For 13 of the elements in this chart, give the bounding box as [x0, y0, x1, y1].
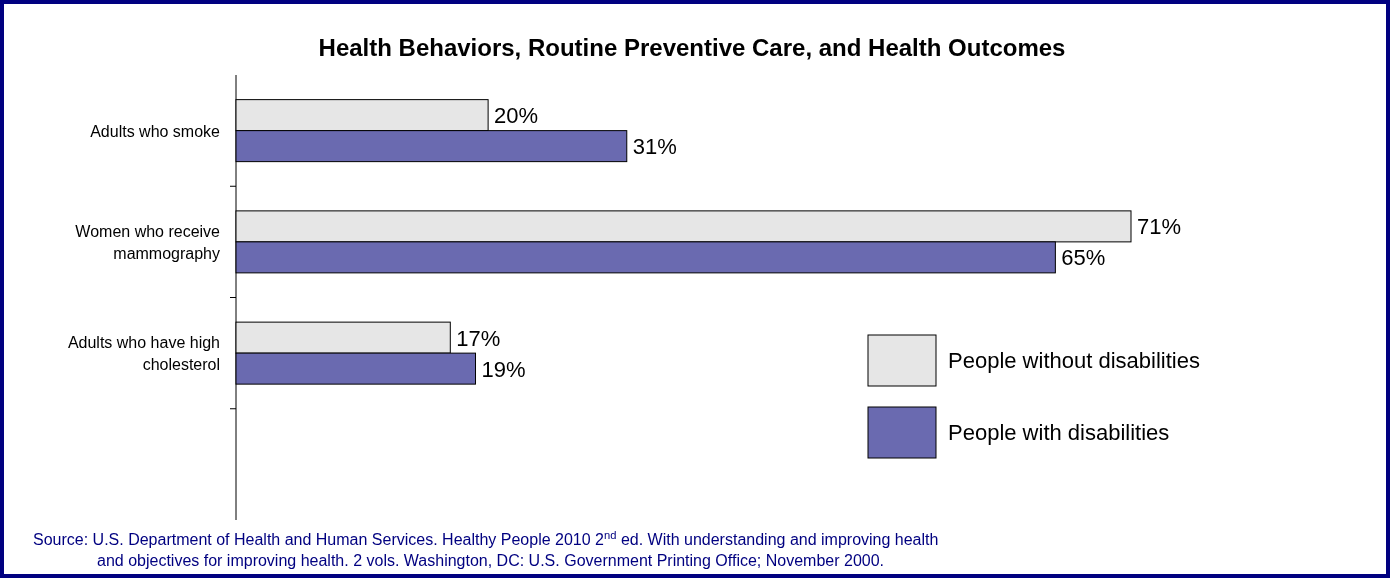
y-tick-label: Adults who have high cholesterol — [67, 334, 220, 374]
chart-title: Health Behaviors, Routine Preventive Care, and Health Outcomes — [318, 34, 1066, 61]
data-label: 31% — [632, 134, 677, 160]
data-label: 65% — [1061, 245, 1106, 271]
y-tick-label: Women who receive mammography — [75, 222, 221, 262]
data-label: 17% — [456, 325, 501, 351]
source-note: Source: U.S. Department of Health and Human Services. Healthy People 2010 2$^{nd}$ ed. With understanding and improving health and objectives for improving health. 2 vols. Washington, DC: U.S. Government Printing Office; November 2000. — [33, 529, 939, 569]
legend-label: People with disabilities — [948, 420, 1170, 445]
data-label: 20% — [494, 103, 539, 129]
legend-label: People without disabilities — [948, 348, 1200, 373]
data-label: 19% — [481, 356, 526, 382]
y-tick-label: Adults who smoke — [90, 122, 221, 140]
data-label: 71% — [1137, 214, 1182, 240]
